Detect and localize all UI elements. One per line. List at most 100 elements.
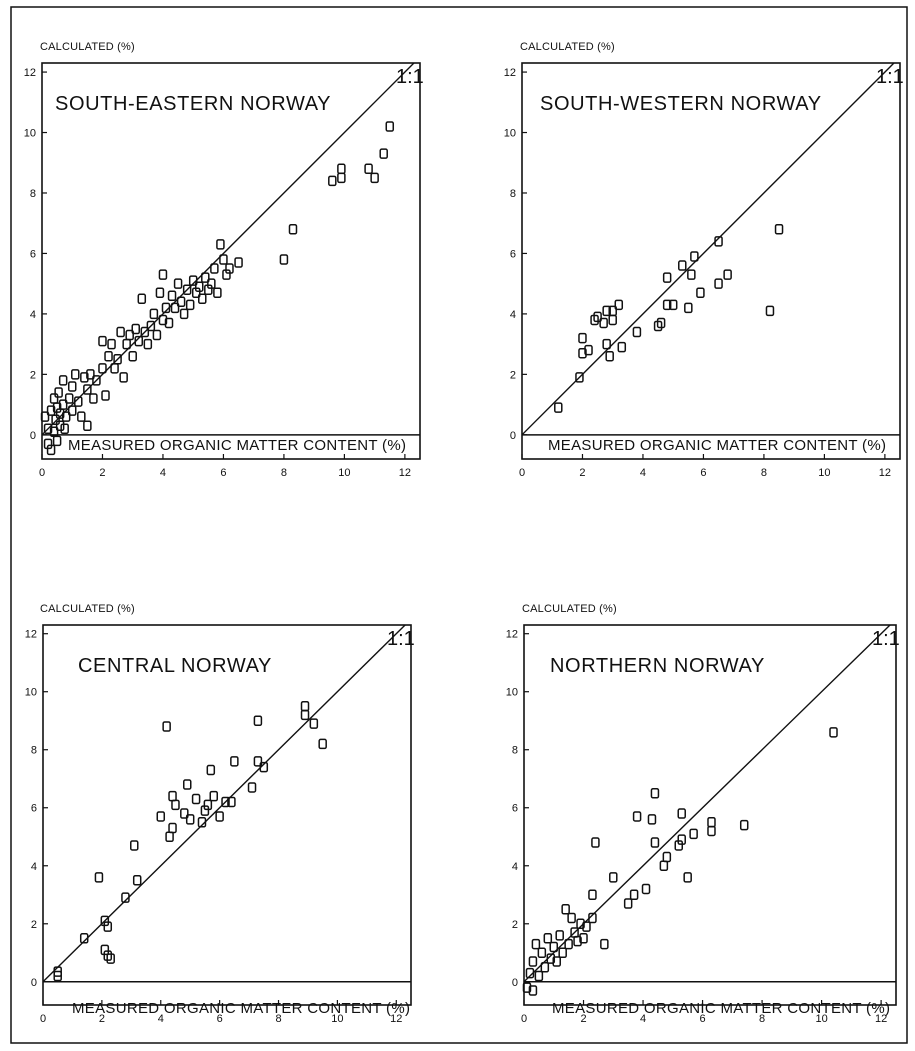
data-point — [207, 278, 216, 289]
data-point — [188, 275, 198, 286]
data-point — [55, 420, 65, 431]
x-tick-label: 8 — [281, 467, 287, 479]
y-tick-label: 12 — [506, 629, 518, 641]
y-tick-label: 10 — [24, 128, 36, 140]
data-point — [170, 302, 180, 314]
data-point — [209, 790, 219, 802]
data-point — [561, 904, 570, 915]
data-point — [58, 399, 68, 410]
y-tick-label: 8 — [30, 188, 36, 200]
data-point — [197, 817, 207, 828]
data-point — [183, 779, 192, 790]
data-point — [707, 817, 716, 828]
data-point — [582, 921, 591, 932]
one-to-one-label: 1:1 — [387, 628, 415, 650]
data-point — [86, 369, 95, 380]
data-point — [219, 254, 228, 265]
data-point — [714, 278, 723, 289]
data-point — [130, 840, 139, 851]
x-tick-label: 8 — [759, 1013, 765, 1025]
data-point — [83, 384, 92, 395]
data-point — [131, 323, 140, 335]
plot-area: 1:1 0 2 4 6 8 10 12 0 2 4 6 8 10 12 — [506, 624, 900, 1025]
data-point — [528, 956, 538, 967]
data-point — [67, 381, 77, 392]
data-point — [696, 287, 705, 298]
data-point — [300, 700, 310, 712]
figure-border — [10, 6, 908, 1044]
data-point — [227, 796, 236, 808]
data-point — [522, 982, 532, 993]
data-point — [602, 338, 611, 350]
data-point — [191, 793, 201, 805]
panel-title: SOUTH-WESTERN NORWAY — [540, 93, 822, 115]
data-point — [279, 254, 289, 265]
data-point — [337, 172, 346, 184]
x-tick-label: 2 — [99, 467, 105, 479]
x-tick-label: 4 — [160, 467, 166, 479]
data-point — [80, 372, 89, 383]
data-point — [662, 851, 672, 863]
x-tick-label: 6 — [217, 1013, 223, 1025]
data-point — [125, 329, 134, 341]
data-point — [107, 338, 116, 350]
x-tick-label: 12 — [879, 467, 891, 479]
y-tick-label: 6 — [31, 803, 37, 815]
data-point — [52, 435, 62, 447]
panel-central: CALCULATED (%) CENTRAL NORWAY MEASURED O… — [25, 603, 415, 1025]
data-point — [677, 834, 686, 845]
data-point — [614, 299, 624, 311]
data-point — [608, 305, 617, 317]
data-point — [71, 369, 80, 380]
one-to-one-label: 1:1 — [872, 628, 900, 650]
data-point — [558, 947, 567, 959]
data-point — [185, 299, 195, 311]
data-point — [203, 799, 213, 811]
data-point — [53, 966, 62, 977]
data-point — [543, 933, 553, 944]
data-point — [119, 372, 128, 383]
x-tick-label: 8 — [761, 467, 767, 479]
data-point — [579, 933, 588, 944]
data-point — [714, 236, 723, 247]
x-tick-label: 10 — [331, 1013, 343, 1025]
data-point — [552, 956, 561, 967]
data-point — [300, 709, 310, 721]
plot-area: 1:1 0 2 4 6 8 10 12 0 2 4 6 8 10 12 — [25, 624, 415, 1025]
plot-frame — [42, 624, 412, 1006]
data-point — [578, 332, 587, 344]
y-tick-label: 2 — [510, 369, 516, 381]
y-tick-label: 8 — [31, 745, 37, 757]
data-point — [564, 938, 573, 950]
data-point — [684, 302, 693, 314]
data-point — [546, 953, 556, 964]
data-point — [599, 317, 608, 329]
y-tick-label: 8 — [512, 745, 518, 757]
data-point — [576, 918, 585, 930]
data-point — [641, 883, 651, 895]
data-point — [253, 756, 263, 767]
data-point — [216, 239, 225, 250]
data-point — [573, 935, 582, 947]
data-point — [774, 224, 784, 235]
data-point — [67, 405, 77, 416]
data-point — [534, 970, 544, 982]
data-point — [690, 251, 699, 262]
one-to-one-label: 1:1 — [396, 66, 424, 88]
data-point — [94, 872, 104, 883]
y-tick-label: 0 — [510, 430, 516, 442]
y-tick-label: 12 — [24, 67, 36, 79]
y-tick-label: 10 — [504, 128, 516, 140]
data-point — [180, 808, 189, 819]
data-point — [40, 411, 50, 422]
data-point — [593, 311, 602, 323]
data-point — [182, 284, 192, 295]
data-point — [584, 344, 593, 356]
panel-title: NORTHERN NORWAY — [550, 655, 765, 677]
y-tick-label: 10 — [25, 687, 37, 699]
y-axis-label: CALCULATED (%) — [522, 603, 617, 615]
data-point — [155, 287, 165, 298]
y-tick-label: 4 — [510, 309, 516, 321]
data-point — [683, 872, 692, 883]
